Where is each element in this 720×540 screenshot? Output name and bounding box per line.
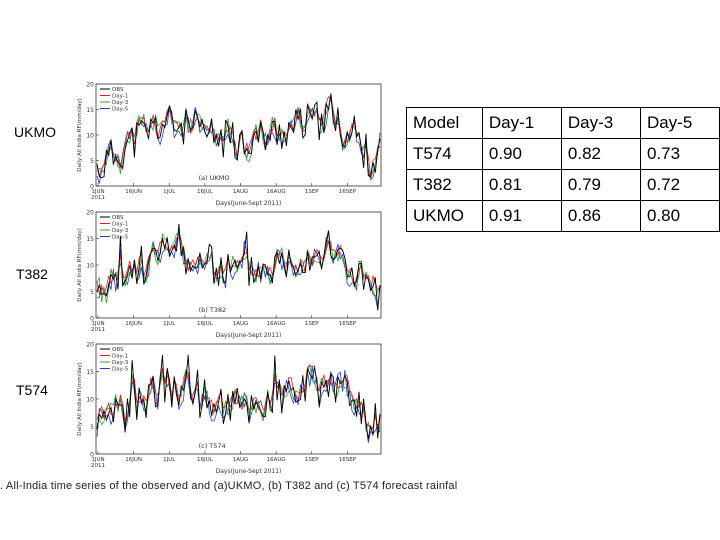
x-tick-label: 1JUL <box>163 321 176 327</box>
correlation-table: Model Day-1 Day-3 Day-5 T574 0.90 0.82 0… <box>406 107 720 232</box>
cell-value: 0.80 <box>639 200 720 232</box>
legend-entry: Day-5 <box>112 367 129 373</box>
table-row: T382 0.81 0.79 0.72 <box>406 169 720 201</box>
legend-entry: Day-1 <box>112 94 128 100</box>
legend-entry: OBS <box>112 215 124 221</box>
x-tick-label: 16SEP <box>339 457 357 463</box>
y-tick-label: 20 <box>86 210 94 217</box>
x-tick-label: 16JUL <box>197 321 214 327</box>
y-tick-label: 15 <box>86 107 94 114</box>
row-model: T574 <box>406 138 483 170</box>
y-tick-label: 20 <box>86 82 94 89</box>
x-tick-label: 16JUN <box>125 457 142 463</box>
cell-value: 0.86 <box>560 200 641 232</box>
legend-entry: OBS <box>112 87 124 93</box>
x-tick-label: 1JUN 2011 <box>91 457 105 469</box>
y-axis-label: Daily All India RF(mm/day) <box>77 362 83 435</box>
legend-entry: Day-3 <box>112 100 129 106</box>
cell-value: 0.73 <box>639 138 720 170</box>
chart-panel-t574: 0 5 10 15 20 Daily All India RF(mm/day) 1JUN 20… <box>77 342 382 475</box>
table-row: T574 0.90 0.82 0.73 <box>406 138 720 170</box>
x-tick-label: 16JUN <box>125 321 142 327</box>
y-tick-label: 0 <box>90 316 94 323</box>
chart-panel-ukmo: 0 5 10 15 20 Daily All India RF(mm/day) 1JUN 20… <box>77 82 382 207</box>
y-tick-label: 5 <box>90 424 94 431</box>
x-tick-label: 1SEP <box>305 189 319 195</box>
row-model: T382 <box>406 169 483 201</box>
y-tick-label: 15 <box>86 236 94 243</box>
table-header-row: Model Day-1 Day-3 Day-5 <box>406 107 720 139</box>
series-line-obs <box>96 94 381 178</box>
x-tick-label: 16SEP <box>339 321 357 327</box>
x-tick-label: 16AUG <box>267 457 286 463</box>
y-tick-label: 10 <box>86 263 94 270</box>
x-axis-label: Days(June-Sept 2011) <box>216 200 282 207</box>
x-tick-label: 1JUL <box>163 189 176 195</box>
y-axis-label: Daily All India RF(mm/day) <box>77 228 83 301</box>
x-tick-label: 16JUL <box>197 457 214 463</box>
panel-label: (b) T382 <box>199 306 227 314</box>
x-tick-label: 16SEP <box>339 189 357 195</box>
legend-entry: Day-3 <box>112 360 129 366</box>
cell-value: 0.72 <box>639 169 720 201</box>
x-tick-label: 1AUG <box>233 189 249 195</box>
plot-area <box>95 83 382 187</box>
legend-entry: Day-3 <box>112 228 129 234</box>
series-line-day-1 <box>96 365 381 429</box>
y-axis-label: Daily All India RF(mm/day) <box>77 98 83 171</box>
y-tick-label: 10 <box>86 133 94 140</box>
y-tick-label: 15 <box>86 369 94 376</box>
label-t382: T382 <box>16 266 48 282</box>
cell-value: 0.81 <box>481 169 562 201</box>
panel-label: (c) T574 <box>199 442 226 450</box>
table-row: UKMO 0.91 0.86 0.80 <box>406 200 720 232</box>
figure-caption: . All-India time series of the observed … <box>0 480 458 492</box>
x-tick-label: 1AUG <box>233 457 249 463</box>
panel-label: (a) UKMO <box>199 174 230 182</box>
x-tick-label: 1JUN 2011 <box>91 321 105 333</box>
y-tick-label: 10 <box>86 397 94 404</box>
series-line-obs <box>96 223 381 311</box>
cell-value: 0.79 <box>560 169 641 201</box>
legend-entry: Day-5 <box>112 107 129 113</box>
y-tick-label: 0 <box>90 184 94 191</box>
x-axis-label: Days(June-Sept 2011) <box>216 332 282 339</box>
header-day1: Day-1 <box>481 107 562 139</box>
header-day5: Day-5 <box>639 107 720 139</box>
y-tick-label: 20 <box>86 342 94 349</box>
row-model: UKMO <box>406 200 483 232</box>
label-ukmo: UKMO <box>14 124 56 140</box>
cell-value: 0.82 <box>560 138 641 170</box>
x-tick-label: 1JUL <box>163 457 176 463</box>
y-tick-label: 0 <box>90 452 94 459</box>
x-tick-label: 1JUN 2011 <box>91 189 105 201</box>
label-t574: T574 <box>16 382 48 398</box>
x-tick-label: 16JUN <box>125 189 142 195</box>
cell-value: 0.91 <box>481 200 562 232</box>
y-tick-label: 5 <box>90 158 94 165</box>
series-line-obs <box>96 354 381 440</box>
header-day3: Day-3 <box>560 107 641 139</box>
x-axis-label: Days(June-Sept 2011) <box>216 468 282 475</box>
x-tick-label: 16AUG <box>267 321 286 327</box>
series-line-day-1 <box>96 230 381 296</box>
x-tick-label: 16JUL <box>197 189 214 195</box>
legend-entry: Day-5 <box>112 235 129 241</box>
legend-entry: Day-1 <box>112 354 128 360</box>
chart-panel-t382: 0 5 10 15 20 Daily All India RF(mm/day) 1JUN 20… <box>77 210 382 339</box>
cell-value: 0.90 <box>481 138 562 170</box>
x-tick-label: 1AUG <box>233 321 249 327</box>
x-tick-label: 1SEP <box>305 321 319 327</box>
y-tick-label: 5 <box>90 289 94 296</box>
x-tick-label: 1SEP <box>305 457 319 463</box>
header-model: Model <box>406 107 483 139</box>
legend-entry: Day-1 <box>112 222 128 228</box>
legend-entry: OBS <box>112 347 124 353</box>
x-tick-label: 16AUG <box>267 189 286 195</box>
